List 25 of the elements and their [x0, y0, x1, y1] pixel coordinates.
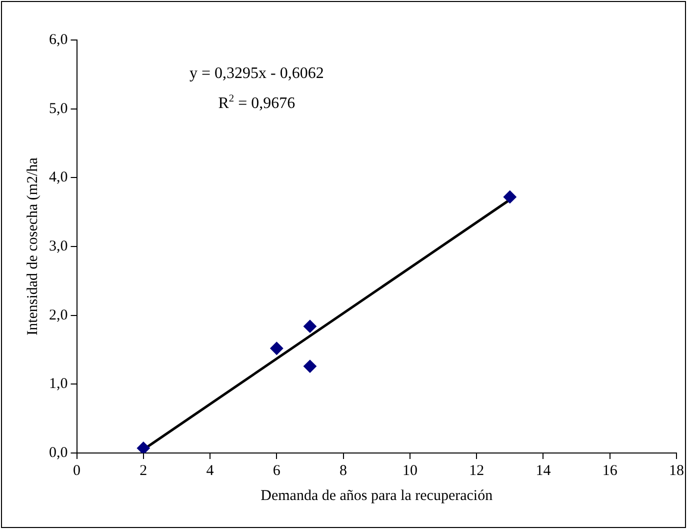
x-tick-label: 2 [140, 462, 148, 479]
x-tick-label: 12 [469, 462, 484, 479]
x-tick-label: 0 [73, 462, 80, 479]
x-tick-label: 14 [536, 462, 552, 479]
point [303, 320, 316, 333]
y-axis-title: Intensidad de cosecha (m2/ha [24, 157, 41, 336]
x-tick-label: 10 [402, 462, 418, 479]
y-tick-label: 0,0 [49, 444, 68, 461]
x-tick-label: 16 [602, 462, 618, 479]
x-tick-label: 4 [206, 462, 214, 479]
point [303, 360, 316, 373]
x-tick-label: 18 [669, 462, 684, 479]
y-tick-label: 2,0 [49, 307, 68, 324]
y-tick-label: 1,0 [49, 376, 68, 392]
y-tick-label: 6,0 [49, 32, 68, 48]
point [270, 342, 284, 355]
y-tick-label: 5,0 [49, 100, 68, 117]
y-tick-label: 4,0 [49, 170, 68, 186]
annotation: y = 0,3295x - 0,6062 [190, 65, 324, 82]
x-axis-title: Demanda de años para la recuperación [260, 488, 494, 504]
x-tick-label: 6 [272, 462, 281, 479]
y-tick-label: 3,0 [49, 238, 68, 254]
point [503, 190, 516, 204]
point [136, 442, 150, 453]
x-tick-label: 8 [340, 462, 348, 479]
